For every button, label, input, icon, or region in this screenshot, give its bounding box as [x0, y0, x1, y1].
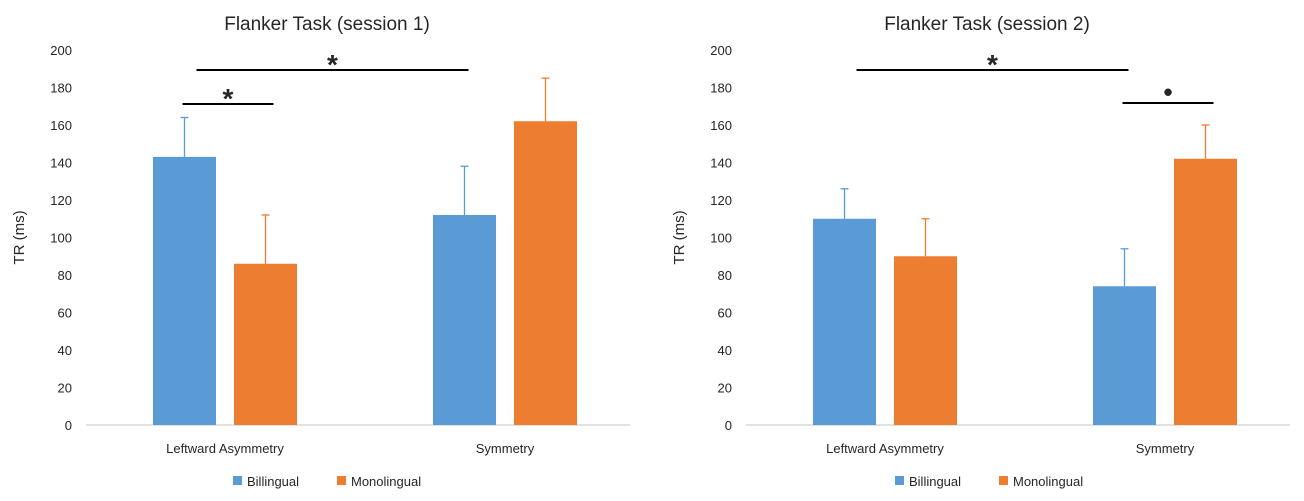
legend-swatch [999, 476, 1008, 485]
y-tick-label: 0 [65, 418, 72, 433]
significance-marker: * [223, 83, 234, 114]
y-tick-label: 40 [58, 343, 72, 358]
significance-marker: * [987, 49, 998, 80]
legend-label: Monolingual [1013, 474, 1083, 489]
chart-panel-2: Flanker Task (session 2) TR (ms) 0 20 40 60 80… [671, 14, 1290, 489]
y-tick-label: 100 [710, 231, 732, 246]
y-tick-label: 140 [710, 156, 732, 171]
x-category-label: Leftward Asymmetry [826, 441, 944, 456]
bar-monolingual-symmetry [514, 121, 577, 425]
y-tick-label: 160 [710, 118, 732, 133]
y-tick-label: 180 [710, 81, 732, 96]
significance-marker: • [1163, 77, 1172, 107]
legend-swatch [895, 476, 904, 485]
y-tick-label: 40 [718, 343, 732, 358]
y-tick-label: 200 [50, 43, 72, 58]
legend-swatch [337, 476, 346, 485]
chart-title: Flanker Task (session 1) [224, 14, 430, 35]
y-tick-label: 80 [58, 268, 72, 283]
y-tick-label: 100 [50, 231, 72, 246]
legend-swatch [233, 476, 242, 485]
y-axis-label: TR (ms) [671, 210, 688, 264]
chart-panel-1: Flanker Task (session 1) TR (ms) 0 20 40 60 80… [11, 14, 630, 489]
y-tick-label: 120 [710, 193, 732, 208]
y-tick-label: 60 [718, 306, 732, 321]
y-tick-label: 160 [50, 118, 72, 133]
y-tick-label: 60 [58, 306, 72, 321]
bar-monolingual-leftward-asymmetry [894, 256, 957, 425]
x-category-label: Leftward Asymmetry [166, 441, 284, 456]
legend-label: Billingual [247, 474, 299, 489]
y-tick-label: 20 [718, 381, 732, 396]
bar-billingual-leftward-asymmetry [813, 218, 876, 425]
y-tick-label: 20 [58, 381, 72, 396]
y-tick-label: 200 [710, 43, 732, 58]
legend-label: Monolingual [351, 474, 421, 489]
y-tick-label: 120 [50, 193, 72, 208]
y-axis-label: TR (ms) [11, 210, 28, 264]
bar-billingual-leftward-asymmetry [153, 156, 216, 425]
legend-label: Billingual [909, 474, 961, 489]
bar-billingual-symmetry [433, 215, 496, 425]
x-category-label: Symmetry [476, 441, 535, 456]
bar-billingual-symmetry [1093, 286, 1156, 425]
bar-monolingual-leftward-asymmetry [234, 263, 297, 425]
y-tick-label: 140 [50, 156, 72, 171]
y-tick-label: 0 [725, 418, 732, 433]
y-tick-label: 180 [50, 81, 72, 96]
significance-marker: * [327, 49, 338, 80]
x-category-label: Symmetry [1136, 441, 1195, 456]
bar-monolingual-symmetry [1174, 158, 1237, 425]
chart-title: Flanker Task (session 2) [884, 14, 1090, 35]
y-tick-label: 80 [718, 268, 732, 283]
